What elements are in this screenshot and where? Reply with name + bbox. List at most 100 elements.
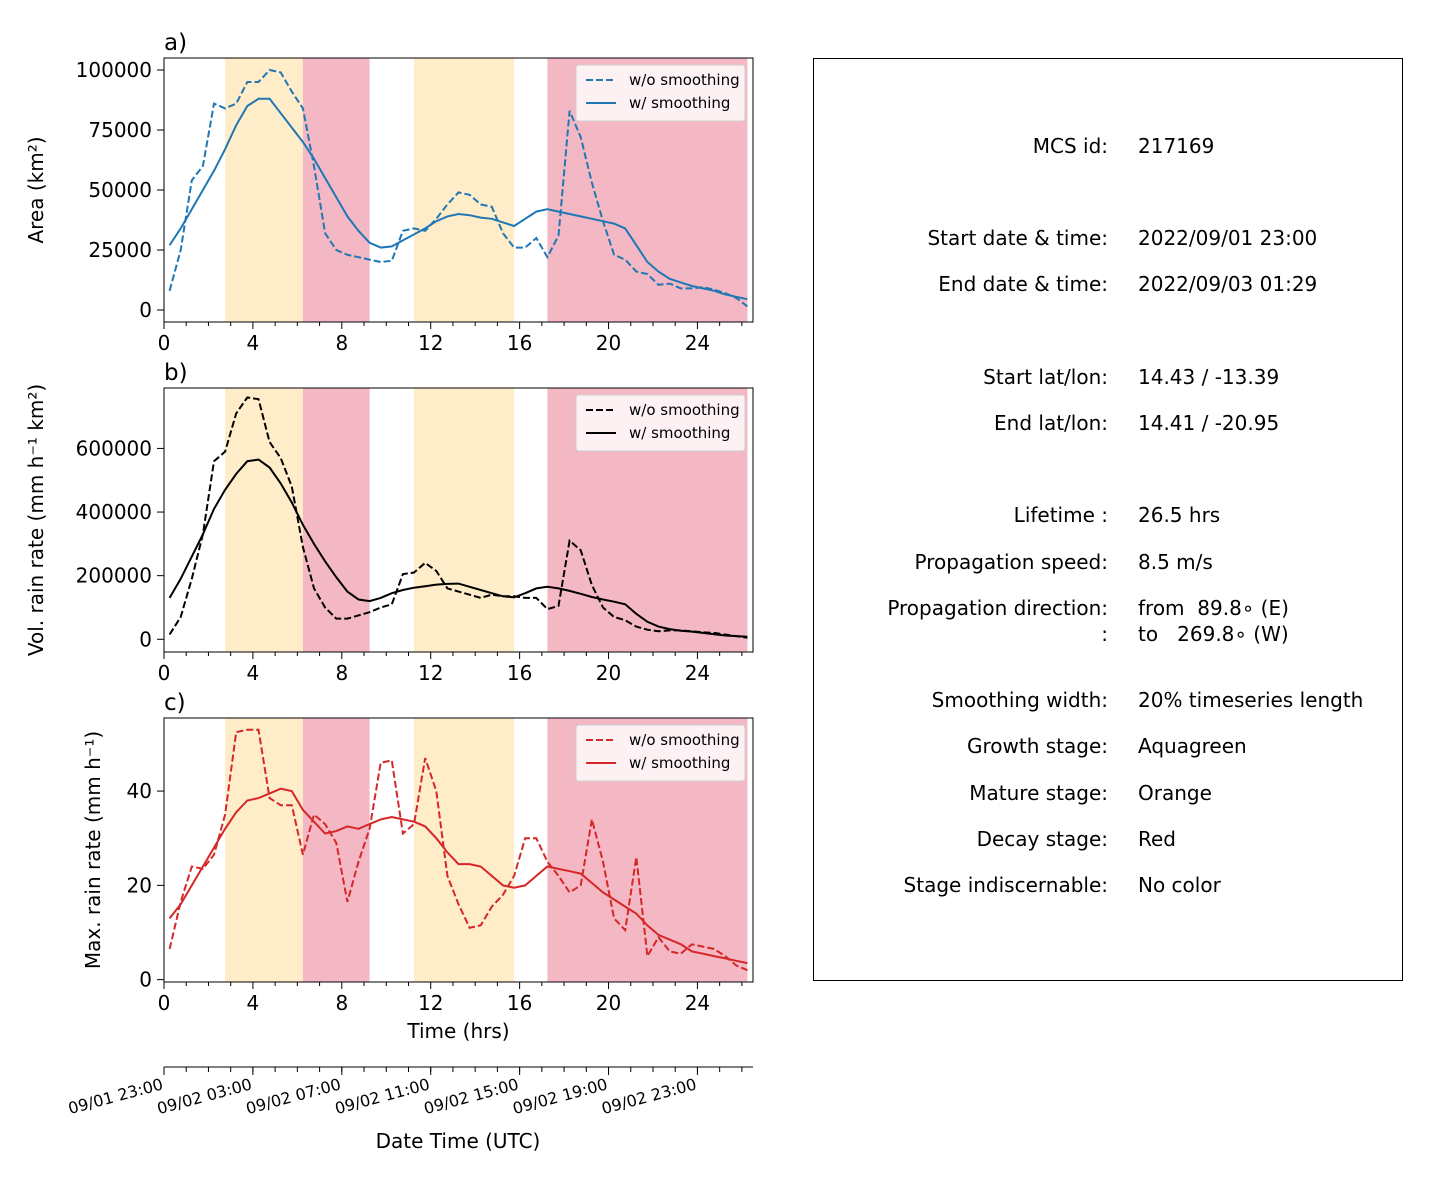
- panel-area: 0 4 8 12 16 20 24 0 25000 50000 75000 100000 a) Area …: [24, 30, 754, 355]
- x-tick-label: 8: [335, 991, 348, 1015]
- date-tick-label: 09/02 23:00: [600, 1075, 699, 1119]
- y-axis-label: Vol. rain rate (mm h⁻¹ km²): [24, 384, 48, 656]
- date-tick-label: 09/01 23:00: [66, 1075, 165, 1119]
- x-tick-label: 20: [596, 331, 621, 355]
- axes-frame: [163, 717, 754, 983]
- mature-stage-band: [225, 388, 303, 652]
- info-value: No color: [1138, 873, 1221, 897]
- mature-stage-band: [414, 718, 515, 982]
- x-tick-label: 4: [247, 661, 260, 685]
- legend-label: w/o smoothing: [629, 71, 740, 89]
- date-tick-label: 09/02 03:00: [155, 1075, 254, 1119]
- info-label: Mature stage:: [969, 781, 1108, 805]
- info-value: 26.5 hrs: [1138, 503, 1221, 527]
- y-tick-label: 0: [139, 298, 152, 322]
- x-tick-label: 12: [418, 991, 443, 1015]
- info-value: 14.41 / -20.95: [1138, 411, 1280, 435]
- y-tick-label: 25000: [88, 238, 152, 262]
- info-row-propagation-speed: Propagation speed: 8.5 m/s: [814, 550, 1404, 576]
- legend-label: w/ smoothing: [629, 94, 730, 112]
- info-row-stage-indiscernable: Stage indiscernable: No color: [814, 873, 1404, 899]
- info-row-growth-stage: Growth stage: Aquagreen: [814, 734, 1404, 760]
- legend-label: w/ smoothing: [629, 754, 730, 772]
- info-value: 14.43 / -13.39: [1138, 365, 1280, 389]
- info-row-start-latlon: Start lat/lon: 14.43 / -13.39: [814, 365, 1404, 391]
- info-label: :: [1101, 622, 1108, 646]
- legend-box: [575, 64, 746, 122]
- info-row-mature-stage: Mature stage: Orange: [814, 781, 1404, 807]
- y-tick-label: 20: [127, 873, 152, 897]
- x-tick-label: 4: [247, 991, 260, 1015]
- panel-max-rain-rate: 0 4 8 12 16 20 24 0 20 40 c) Max. rain rate (mm h⁻¹…: [81, 690, 754, 1043]
- decay-stage-band: [302, 388, 370, 652]
- x-tick-label: 24: [685, 991, 710, 1015]
- info-value: Red: [1138, 827, 1176, 851]
- y-tick-label: 40: [127, 779, 152, 803]
- legend: w/o smoothing w/ smoothing: [575, 724, 746, 782]
- info-label: Propagation speed:: [914, 550, 1108, 574]
- legend-box: [575, 394, 746, 452]
- date-axis-label: Date Time (UTC): [376, 1129, 541, 1153]
- mature-stage-band: [414, 388, 515, 652]
- info-value: 8.5 m/s: [1138, 550, 1213, 574]
- x-tick-label: 12: [418, 331, 443, 355]
- info-label: Propagation direction:: [887, 596, 1108, 620]
- info-label: End date & time:: [938, 272, 1108, 296]
- y-tick-label: 200000: [76, 564, 152, 588]
- info-row-propagation-direction: Propagation direction: from 89.8∘ (E): [814, 596, 1404, 622]
- x-tick-label: 20: [596, 661, 621, 685]
- legend-label: w/ smoothing: [629, 424, 730, 442]
- info-value: to 269.8∘ (W): [1138, 622, 1289, 646]
- info-label: Lifetime :: [1013, 503, 1108, 527]
- info-row-end-latlon: End lat/lon: 14.41 / -20.95: [814, 411, 1404, 437]
- panel-label: b): [164, 360, 188, 386]
- x-tick-label: 24: [685, 661, 710, 685]
- decay-stage-band: [302, 58, 370, 322]
- date-tick-label: 09/02 11:00: [333, 1075, 432, 1119]
- axes-frame: [163, 387, 754, 653]
- info-row-start-time: Start date & time: 2022/09/01 23:00: [814, 226, 1404, 252]
- y-tick-label: 100000: [76, 58, 152, 82]
- info-label: Decay stage:: [976, 827, 1108, 851]
- x-tick-label: 20: [596, 991, 621, 1015]
- info-row-propagation-direction-to: : to 269.8∘ (W): [814, 622, 1404, 648]
- info-value: Orange: [1138, 781, 1212, 805]
- series-line-unsmoothed: [168, 728, 748, 972]
- x-axis-label: Time (hrs): [406, 1019, 509, 1043]
- legend: w/o smoothing w/ smoothing: [575, 64, 746, 122]
- info-row-smoothing-width: Smoothing width: 20% timeseries length: [814, 688, 1404, 714]
- info-value: 217169: [1138, 134, 1215, 158]
- panel-volumetric-rain-rate: 0 4 8 12 16 20 24 0 200000 400000 600000 b) Vol. rai…: [24, 360, 754, 685]
- x-tick-label: 24: [685, 331, 710, 355]
- legend: w/o smoothing w/ smoothing: [575, 394, 746, 452]
- legend-label: w/o smoothing: [629, 731, 740, 749]
- legend-label: w/o smoothing: [629, 401, 740, 419]
- x-tick-label: 16: [507, 661, 532, 685]
- info-value: from 89.8∘ (E): [1138, 596, 1289, 620]
- y-axis-label: Area (km²): [24, 136, 48, 243]
- info-row-decay-stage: Decay stage: Red: [814, 827, 1404, 853]
- info-value: 2022/09/03 01:29: [1138, 272, 1318, 296]
- info-value: 2022/09/01 23:00: [1138, 226, 1318, 250]
- x-tick-label: 16: [507, 991, 532, 1015]
- info-value: Aquagreen: [1138, 734, 1247, 758]
- info-label: Start lat/lon:: [983, 365, 1108, 389]
- x-tick-label: 16: [507, 331, 532, 355]
- info-label: Stage indiscernable:: [903, 873, 1108, 897]
- info-label: Smoothing width:: [931, 688, 1108, 712]
- x-tick-label: 0: [158, 991, 171, 1015]
- info-label: Start date & time:: [927, 226, 1108, 250]
- info-value: 20% timeseries length: [1138, 688, 1364, 712]
- info-row-end-time: End date & time: 2022/09/03 01:29: [814, 272, 1404, 298]
- panel-label: c): [164, 690, 186, 716]
- x-tick-label: 0: [158, 331, 171, 355]
- y-tick-label: 0: [139, 627, 152, 651]
- legend-box: [575, 724, 746, 782]
- y-tick-label: 0: [139, 968, 152, 992]
- y-tick-label: 400000: [76, 500, 152, 524]
- x-tick-label: 12: [418, 661, 443, 685]
- x-tick-label: 0: [158, 661, 171, 685]
- date-tick-label: 09/02 07:00: [244, 1075, 343, 1119]
